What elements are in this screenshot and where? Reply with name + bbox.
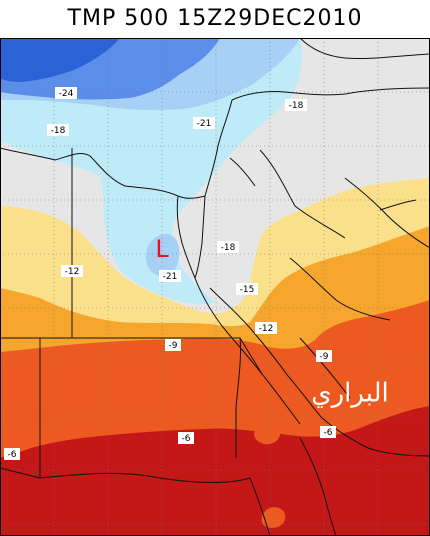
contour-label-text: -6: [8, 450, 17, 460]
low-pressure-marker: L: [155, 235, 169, 263]
contour-label-text: -9: [320, 352, 329, 362]
contour-label-text: -18: [51, 126, 66, 136]
contour-label-text: -24: [59, 89, 74, 99]
contour-label: -18: [217, 241, 239, 253]
contour-label: -21: [193, 117, 215, 129]
contour-label-text: -9: [169, 341, 178, 351]
contour-label: -15: [236, 283, 258, 295]
contour-label-text: -18: [221, 243, 236, 253]
watermark: البراري: [311, 379, 388, 409]
contour-label-text: -12: [259, 324, 274, 334]
warm-cell-sudan: [254, 422, 281, 445]
band-minus27: [0, 38, 120, 82]
contour-label: -9: [165, 339, 181, 351]
contour-label: -18: [285, 99, 307, 111]
contour-label-text: -6: [182, 434, 191, 444]
warm-cell-south: [261, 507, 286, 528]
contour-label-text: -21: [163, 272, 178, 282]
contour-label: -24: [55, 87, 77, 99]
contour-label: -6: [320, 426, 336, 438]
contour-label: -12: [61, 265, 83, 277]
contour-label: -18: [47, 124, 69, 136]
chart-title: TMP 500 15Z29DEC2010: [67, 6, 363, 31]
contour-label-text: -6: [324, 428, 333, 438]
temperature-map: -24-21-18-18-21-18-15-12-12-9-9-6-6-6 L …: [0, 38, 430, 536]
contour-label-text: -18: [289, 101, 304, 111]
contour-labels: -24 -21 -18 -18 -21 -18 -15 -12 -12 -9 -9 -6 -6 -6: [4, 87, 336, 460]
contour-label: -21: [159, 270, 181, 282]
contour-label: -6: [178, 432, 194, 444]
contour-label-text: -12: [65, 267, 80, 277]
contour-label: -9: [316, 350, 332, 362]
contour-label-text: -21: [197, 119, 212, 129]
contour-label: -12: [255, 322, 277, 334]
contour-label: -6: [4, 448, 20, 460]
contour-label-text: -15: [240, 285, 255, 295]
coastlines: [0, 38, 430, 536]
cold-pocket: [145, 233, 180, 277]
